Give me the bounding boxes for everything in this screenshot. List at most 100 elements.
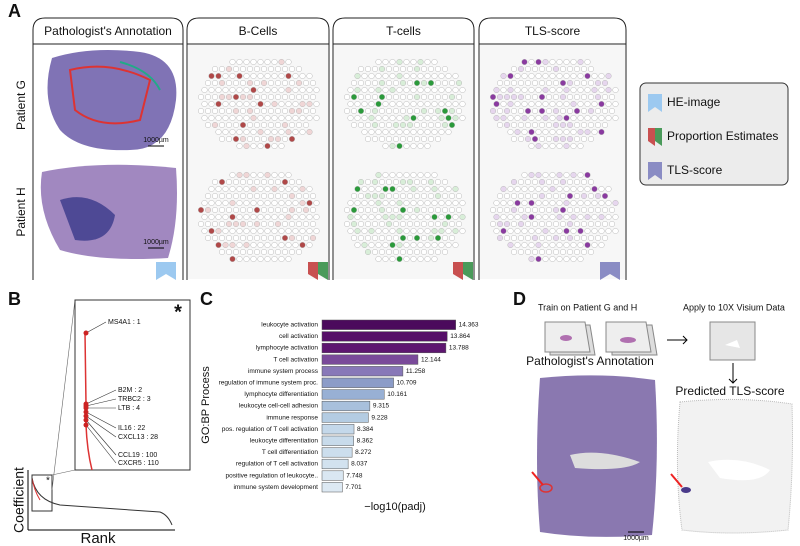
he-image xyxy=(47,50,177,151)
spot xyxy=(605,213,612,221)
spot xyxy=(271,58,278,66)
spot xyxy=(531,220,539,228)
spot xyxy=(601,79,609,87)
spot xyxy=(201,100,208,108)
spot xyxy=(371,220,379,228)
spot xyxy=(218,206,226,214)
spot xyxy=(201,114,208,122)
spot xyxy=(510,107,518,115)
spot xyxy=(517,234,525,242)
spot xyxy=(545,220,553,228)
spot xyxy=(361,128,368,136)
spot xyxy=(570,128,577,136)
legend-box xyxy=(639,82,789,186)
spot xyxy=(441,234,449,242)
spot xyxy=(278,171,285,179)
spot xyxy=(225,107,233,115)
spot xyxy=(594,206,602,214)
spot xyxy=(413,248,421,256)
spot xyxy=(201,199,208,207)
spot xyxy=(368,72,375,80)
spot xyxy=(584,128,591,136)
spot xyxy=(396,58,403,66)
spot xyxy=(584,171,591,179)
spot xyxy=(396,72,403,80)
spot xyxy=(538,65,546,73)
spot xyxy=(260,135,268,143)
spot xyxy=(521,128,528,136)
spot xyxy=(197,93,205,101)
spot xyxy=(559,79,567,87)
spot xyxy=(500,185,507,193)
spot xyxy=(417,255,424,263)
spot xyxy=(385,206,393,214)
spot xyxy=(246,248,254,256)
spot xyxy=(559,220,567,228)
spot xyxy=(302,220,310,228)
spot xyxy=(580,93,588,101)
spot xyxy=(459,227,466,235)
spot xyxy=(500,114,507,122)
spot xyxy=(445,227,452,235)
spot xyxy=(225,248,233,256)
spot xyxy=(218,93,226,101)
spot xyxy=(396,185,403,193)
spot xyxy=(496,107,504,115)
spot xyxy=(410,227,417,235)
spot xyxy=(587,178,595,186)
y-tick-label: leukocyte activation xyxy=(261,322,318,329)
spot xyxy=(612,114,619,122)
spot xyxy=(434,107,442,115)
spot xyxy=(257,100,264,108)
spot xyxy=(250,185,257,193)
y-axis-label: Coefficient xyxy=(11,467,27,533)
spot xyxy=(253,79,261,87)
spot xyxy=(201,213,208,221)
spot xyxy=(371,178,379,186)
spot xyxy=(229,171,236,179)
marker: * xyxy=(174,301,182,323)
spot xyxy=(545,65,553,73)
spot xyxy=(563,171,570,179)
spot xyxy=(382,128,389,136)
spot xyxy=(605,227,612,235)
spot xyxy=(566,220,574,228)
spot xyxy=(350,234,358,242)
spot xyxy=(309,107,317,115)
spot xyxy=(573,107,581,115)
spot xyxy=(445,241,452,249)
spot xyxy=(250,114,257,122)
spot xyxy=(591,114,598,122)
spot xyxy=(434,79,442,87)
spot xyxy=(197,206,205,214)
spot xyxy=(434,192,442,200)
spot xyxy=(594,93,602,101)
column-title: Pathologist's Annotation xyxy=(44,24,172,38)
spot xyxy=(538,79,546,87)
gene-label: CXCR5 : 110 xyxy=(118,460,159,467)
spot xyxy=(399,107,407,115)
spot xyxy=(295,248,303,256)
spot xyxy=(396,114,403,122)
spot xyxy=(239,220,247,228)
bookmark xyxy=(308,262,318,280)
spot xyxy=(211,65,219,73)
spot xyxy=(452,114,459,122)
spot xyxy=(452,227,459,235)
spot xyxy=(399,93,407,101)
spot xyxy=(559,234,567,242)
spot xyxy=(306,199,313,207)
spot xyxy=(552,248,560,256)
spot xyxy=(542,255,549,263)
spot xyxy=(378,192,386,200)
spot xyxy=(253,192,261,200)
spot xyxy=(563,199,570,207)
spot xyxy=(420,234,428,242)
spot xyxy=(229,86,236,94)
spot xyxy=(441,192,449,200)
spot xyxy=(448,192,456,200)
spot xyxy=(438,227,445,235)
spot xyxy=(385,121,393,129)
spot xyxy=(517,192,525,200)
spot xyxy=(605,199,612,207)
